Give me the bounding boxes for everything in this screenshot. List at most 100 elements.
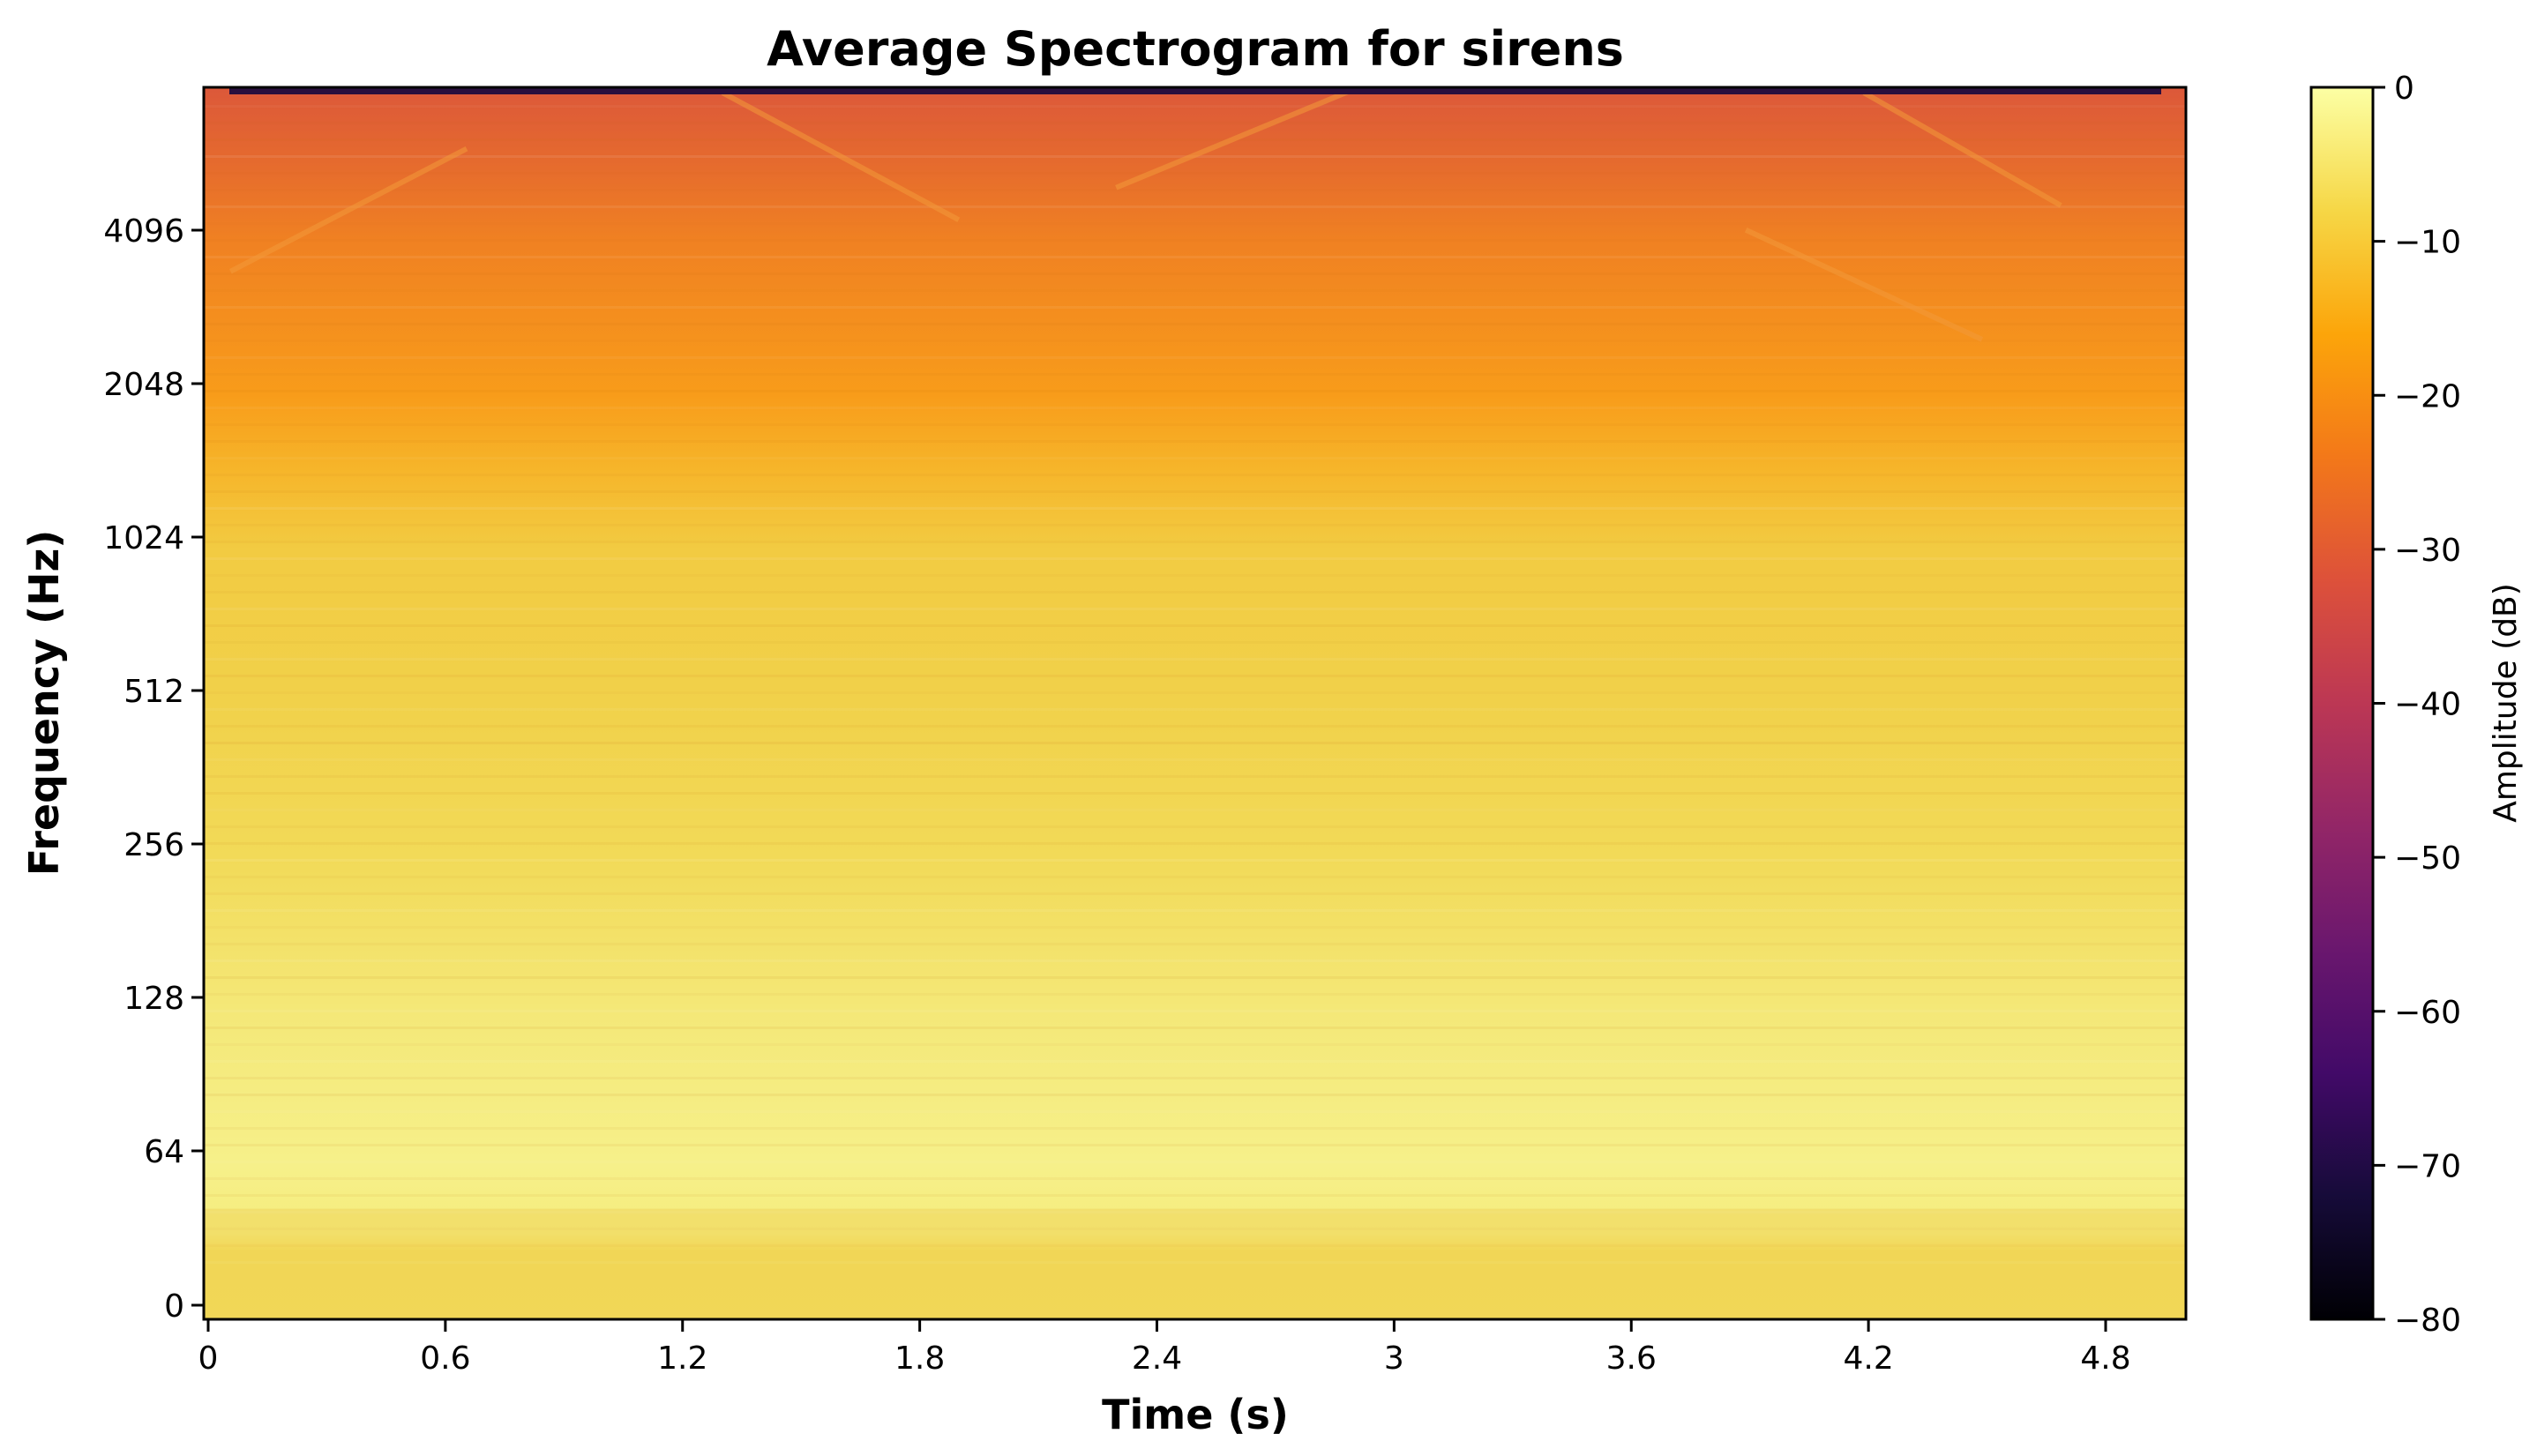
colorbar-tick-label: −10: [2394, 225, 2461, 261]
spectral-band: [204, 440, 2186, 443]
spectral-band: [204, 1177, 2186, 1180]
x-tick-label: 0: [198, 1340, 219, 1377]
spectral-band: [204, 775, 2186, 778]
top-dark-edge: [229, 87, 2161, 94]
colorbar-tick-label: −60: [2394, 995, 2461, 1031]
spectral-band: [204, 557, 2186, 560]
spectral-band: [204, 658, 2186, 661]
x-tick-label: 3.6: [1606, 1340, 1657, 1377]
spectral-band: [204, 390, 2186, 392]
y-tick-label: 0: [164, 1288, 184, 1325]
spectral-band: [204, 926, 2186, 929]
spectral-band: [204, 758, 2186, 761]
y-tick-label: 64: [144, 1134, 184, 1170]
siren-sweeps: [228, 87, 2062, 342]
colorbar-tick-label: −20: [2394, 378, 2461, 414]
colorbar-gradient: [2309, 86, 2375, 1321]
colorbar-tick-label: −70: [2394, 1148, 2461, 1184]
x-tick-label: 4.8: [2080, 1340, 2130, 1377]
spectral-band: [204, 1261, 2186, 1264]
spectral-band: [204, 222, 2186, 225]
colorbar-tick-label: −80: [2394, 1303, 2461, 1339]
spectral-band: [204, 859, 2186, 862]
spectral-band: [204, 256, 2186, 258]
chart-title: Average Spectrogram for sirens: [767, 21, 1624, 77]
colorbar-tick-label: −50: [2394, 840, 2461, 877]
y-tick-label: 2048: [103, 367, 184, 403]
spectral-band: [204, 1144, 2186, 1146]
spectral-band: [204, 273, 2186, 275]
spectral-band: [204, 608, 2186, 610]
spectral-band: [204, 306, 2186, 309]
spectral-band: [204, 792, 2186, 795]
x-tick-label: 2.4: [1132, 1340, 1182, 1377]
spectral-band: [204, 205, 2186, 208]
spectrogram-image: [204, 87, 2186, 1319]
spectral-band: [204, 507, 2186, 510]
spectral-band: [204, 809, 2186, 811]
x-axis-label: Time (s): [1102, 1391, 1289, 1438]
colorbar-ticks: 0 −10 −20 −30 −40 −50 −60 −70 −80: [2373, 71, 2461, 1339]
spectral-band: [204, 976, 2186, 979]
spectral-band: [204, 189, 2186, 191]
spectral-band: [204, 591, 2186, 594]
spectral-band: [204, 1211, 2186, 1213]
plot-frame: [202, 86, 2188, 1321]
y-tick-label: 256: [123, 827, 184, 863]
spectral-band: [204, 356, 2186, 359]
spectral-band: [204, 1060, 2186, 1063]
spectral-band: [204, 943, 2186, 945]
x-tick-label: 0.6: [420, 1340, 470, 1377]
y-tick-label: 4096: [103, 213, 184, 250]
spectral-band: [204, 892, 2186, 895]
siren-sweep-trace: [1744, 228, 1984, 342]
spectral-band: [204, 239, 2186, 242]
spectral-band: [204, 138, 2186, 141]
spectral-band: [204, 172, 2186, 175]
spectral-band: [204, 691, 2186, 694]
siren-sweep-trace: [1862, 90, 2062, 208]
siren-sweep-trace: [721, 90, 961, 222]
colorbar-label: Amplitude (dB): [2488, 583, 2524, 823]
spectral-band: [204, 641, 2186, 644]
spectral-band: [204, 1094, 2186, 1096]
x-tick-label: 1.8: [894, 1340, 945, 1377]
spectral-band: [204, 876, 2186, 878]
spectral-band: [204, 105, 2186, 108]
spectral-band: [204, 742, 2186, 744]
spectral-band: [204, 289, 2186, 292]
y-tick-label: 128: [123, 981, 184, 1017]
spectral-band: [204, 959, 2186, 962]
spectral-band: [204, 1161, 2186, 1163]
spectral-band: [204, 490, 2186, 493]
x-axis: 0 0.6 1.2 1.8 2.4 3 3.6 4.2 4.8: [198, 1319, 2131, 1377]
spectral-band: [204, 373, 2186, 376]
siren-sweep-trace: [1115, 87, 1354, 190]
spectral-band: [204, 541, 2186, 543]
spectral-band: [204, 1027, 2186, 1029]
spectral-band: [204, 1228, 2186, 1230]
spectral-band: [204, 323, 2186, 325]
spectral-band: [204, 1077, 2186, 1079]
spectral-band: [204, 574, 2186, 577]
y-axis-label: Frequency (Hz): [20, 530, 68, 877]
spectral-band: [204, 423, 2186, 426]
colorbar-tick-label: 0: [2394, 71, 2414, 107]
spectral-band: [204, 1194, 2186, 1197]
spectral-band: [204, 407, 2186, 409]
spectral-band: [204, 624, 2186, 627]
spectral-band: [204, 457, 2186, 459]
spectral-band: [204, 340, 2186, 342]
spectral-band: [204, 1127, 2186, 1130]
spectral-band: [204, 825, 2186, 828]
y-tick-label: 512: [123, 674, 184, 710]
spectral-band: [204, 524, 2186, 526]
spectral-band: [204, 909, 2186, 912]
spectral-band: [204, 1043, 2186, 1046]
colorbar-tick-label: −40: [2394, 687, 2461, 723]
y-tick-label: 1024: [103, 520, 184, 556]
spectral-band: [204, 993, 2186, 996]
spectral-band: [204, 708, 2186, 711]
spectral-band: [204, 122, 2186, 124]
